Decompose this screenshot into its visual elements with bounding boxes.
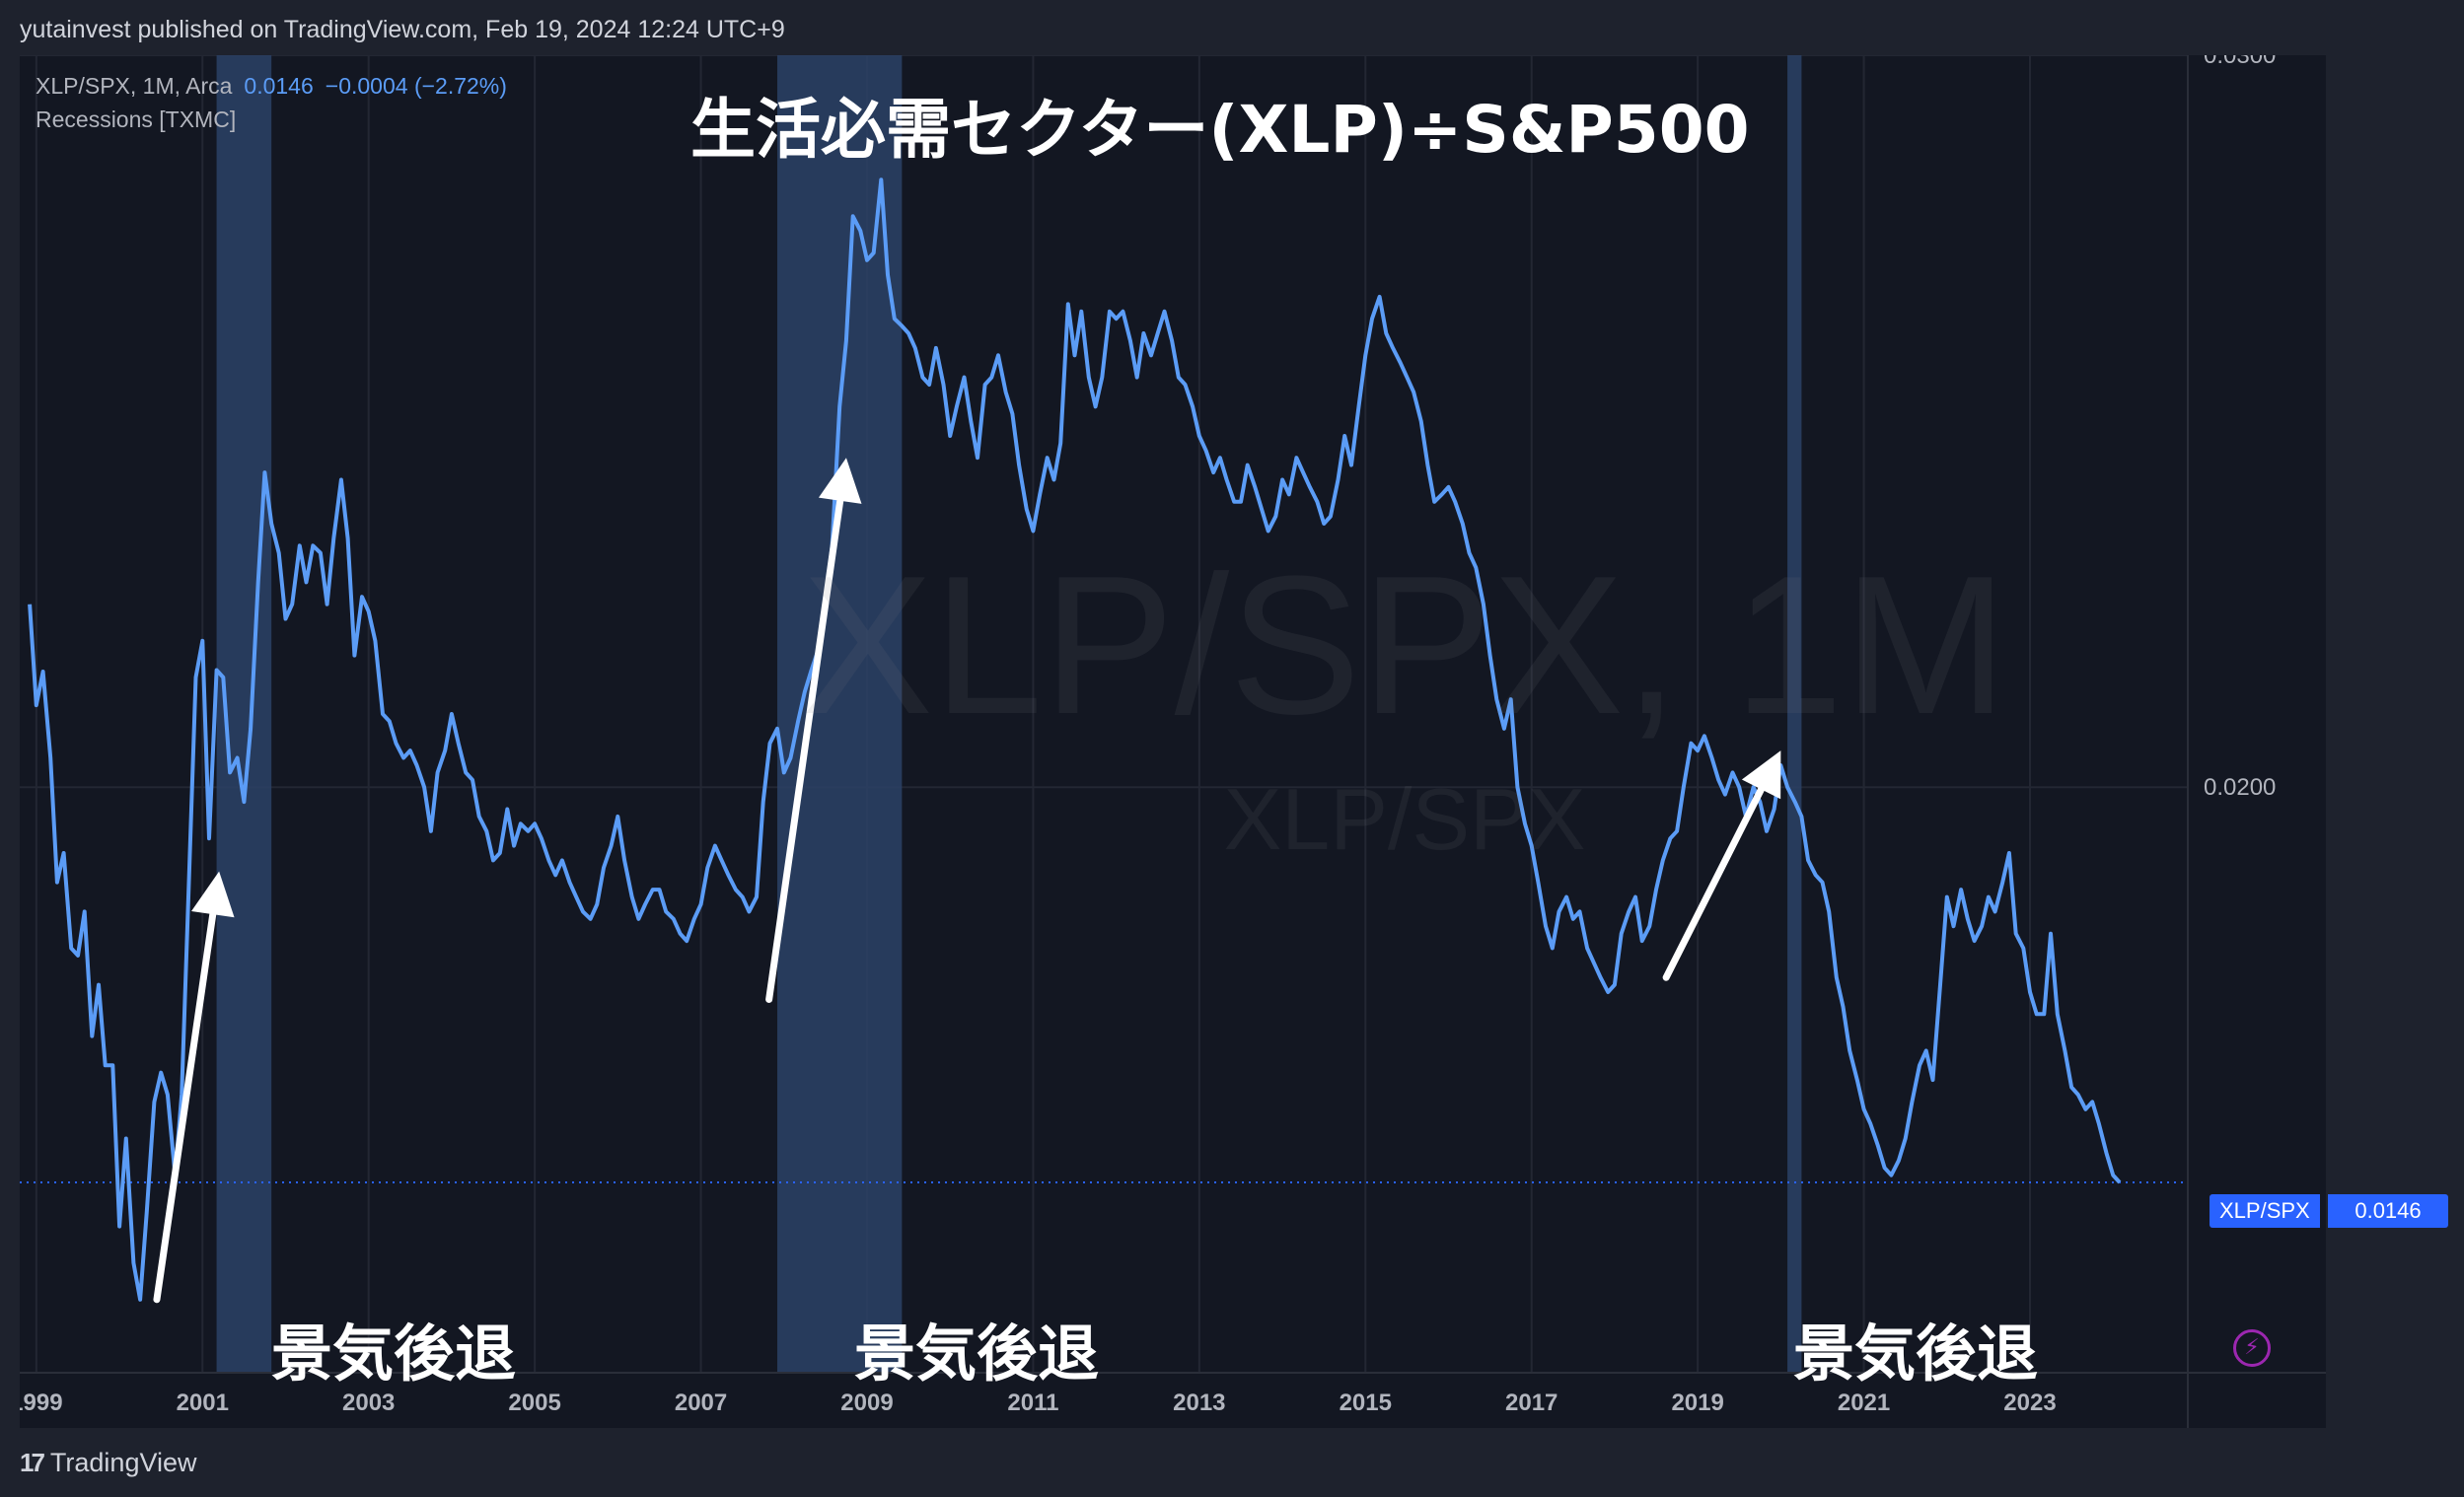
x-tick-label-3: 2005 bbox=[508, 1390, 560, 1416]
x-tick-label-9: 2017 bbox=[1505, 1390, 1558, 1416]
price-tag-name: XLP/SPX bbox=[2210, 1194, 2320, 1228]
lightning-icon[interactable]: ⚡ bbox=[2233, 1329, 2271, 1367]
y-tick-label-1: 0.0200 bbox=[2204, 774, 2276, 801]
price-tag-value: 0.0146 bbox=[2328, 1194, 2448, 1228]
y-tick-label-0: 0.0300 bbox=[2204, 55, 2276, 69]
chart-legend: XLP/SPX, 1M, Arca 0.0146 −0.0004 (−2.72%… bbox=[36, 69, 507, 136]
legend-recession-row[interactable]: Recessions [TXMC] bbox=[36, 103, 507, 136]
annotation-arrow-shaft-1 bbox=[765, 497, 844, 1003]
annotation-arrow-shaft-0 bbox=[153, 910, 217, 1304]
x-tick-label-1: 2001 bbox=[177, 1390, 229, 1416]
chart-canvas[interactable]: 1999 2001 2003 2005 2007 2009 2011 2013 2015 2017… bbox=[20, 55, 2326, 1428]
publish-info: yutainvest published on TradingView.com,… bbox=[20, 16, 785, 43]
x-tick-label-7: 2013 bbox=[1173, 1390, 1225, 1416]
x-tick-label-6: 2011 bbox=[1007, 1390, 1058, 1416]
x-tick-label-5: 2009 bbox=[840, 1390, 893, 1416]
tradingview-logo-icon: 17 bbox=[20, 1448, 45, 1477]
series-line-xlp-spx bbox=[28, 178, 2122, 1302]
x-tick-label-12: 2023 bbox=[2003, 1390, 2056, 1416]
x-tick-label-0: 1999 bbox=[20, 1390, 63, 1416]
tradingview-brand: TradingView bbox=[49, 1448, 197, 1477]
recession-label-3: 景気後退 bbox=[1793, 1318, 2039, 1390]
recession-band-2 bbox=[1787, 55, 1802, 1373]
legend-recessions[interactable]: Recessions [TXMC] bbox=[36, 106, 237, 132]
x-tick-label-4: 2007 bbox=[675, 1390, 727, 1416]
legend-symbol-row[interactable]: XLP/SPX, 1M, Arca 0.0146 −0.0004 (−2.72%… bbox=[36, 69, 507, 103]
publish-bar: yutainvest published on TradingView.com,… bbox=[0, 0, 2464, 55]
legend-symbol[interactable]: XLP/SPX, 1M, Arca bbox=[36, 72, 233, 99]
x-tick-label-10: 2019 bbox=[1671, 1390, 1723, 1416]
annotation-arrow-head-2 bbox=[1741, 750, 1781, 800]
legend-value: 0.0146 bbox=[244, 72, 314, 99]
footer-bar bbox=[0, 1428, 2464, 1497]
tradingview-logo[interactable]: 17 TradingView bbox=[20, 1448, 197, 1478]
recession-band-1 bbox=[777, 55, 903, 1373]
annotation-arrow-head-0 bbox=[191, 871, 235, 918]
annotation-arrow-head-1 bbox=[818, 458, 862, 504]
x-tick-label-2: 2003 bbox=[342, 1390, 395, 1416]
x-tick-label-8: 2015 bbox=[1340, 1390, 1392, 1416]
chart-area[interactable]: 1999 2001 2003 2005 2007 2009 2011 2013 2015 2017… bbox=[20, 55, 2326, 1428]
annotation-arrow-shaft-2 bbox=[1662, 785, 1766, 981]
chart-title: 生活必需セクター(XLP)÷S&P500 bbox=[690, 92, 1750, 168]
x-tick-label-11: 2021 bbox=[1838, 1390, 1890, 1416]
legend-change: −0.0004 (−2.72%) bbox=[325, 72, 507, 99]
recession-label-2: 景気後退 bbox=[854, 1318, 1100, 1390]
recession-label-1: 景気後退 bbox=[271, 1318, 517, 1390]
